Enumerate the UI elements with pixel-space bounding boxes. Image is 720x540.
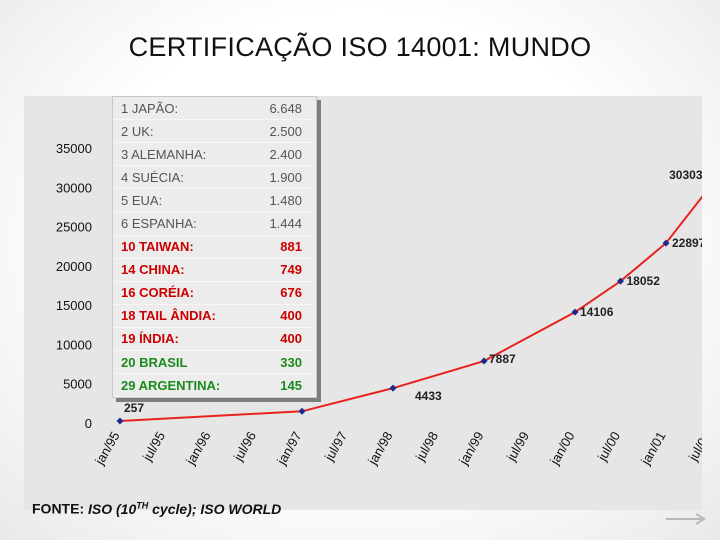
x-tick-label: jul/99 — [503, 429, 532, 464]
source-name-b: cycle); ISO WORLD — [148, 500, 282, 517]
ranking-row: 3 ALEMANHA: 2.400 — [113, 143, 316, 167]
x-tick-label: jul/96 — [230, 429, 259, 464]
data-point-label: 4433 — [415, 389, 442, 403]
source-superscript: TH — [136, 500, 149, 510]
y-tick-label: 5000 — [63, 377, 92, 392]
x-tick-label: jan/98 — [364, 429, 395, 468]
ranking-row: 16 CORÉIA: 676 — [113, 282, 316, 305]
ranking-country: 19 ÍNDIA: — [121, 331, 179, 347]
ranking-count: 400 — [280, 308, 302, 324]
ranking-count: 1.480 — [269, 192, 302, 208]
slide-title: CERTIFICAÇÃO ISO 14001: MUNDO — [128, 32, 592, 62]
data-point-marker — [662, 239, 670, 247]
ranking-row: 20 BRASIL 330 — [113, 351, 316, 375]
x-tick-label: jul/01 — [685, 429, 702, 464]
x-tick-label: jul/00 — [594, 429, 623, 464]
x-tick-label: jul/98 — [412, 429, 441, 464]
ranking-count: 881 — [280, 239, 302, 255]
data-point-marker — [116, 417, 124, 425]
ranking-row: 10 TAIWAN: 881 — [113, 236, 316, 259]
ranking-country: 4 SUÉCIA: — [121, 169, 184, 185]
ranking-country: 6 ESPANHA: — [121, 216, 197, 232]
y-tick-label: 35000 — [56, 141, 92, 156]
ranking-count: 676 — [280, 285, 302, 301]
y-tick-label: 10000 — [56, 337, 92, 352]
data-point-marker — [480, 357, 488, 365]
ranking-country: 20 BRASIL — [121, 354, 188, 370]
arrow-icon — [666, 513, 706, 525]
series-line — [119, 195, 702, 422]
country-ranking-table: 1 JAPÃO: 6.648 2 UK: 2.500 3 ALEMANHA: 2.400 4… — [112, 96, 317, 399]
ranking-country: 10 TAIWAN: — [121, 239, 194, 255]
data-point-label: 257 — [124, 401, 144, 415]
ranking-row: 1 JAPÃO: 6.648 — [113, 97, 316, 121]
ranking-country: 5 EUA: — [121, 192, 163, 208]
line-chart: 0 5000 10000 15000 20000 25000 30000 35000 jan/… — [56, 141, 702, 468]
ranking-count: 6.648 — [269, 100, 302, 116]
ranking-row: 5 EUA: 1.480 — [113, 189, 316, 213]
ranking-row: 18 TAIL ÂNDIA: 400 — [113, 305, 316, 328]
data-point-label: 7887 — [489, 352, 516, 366]
ranking-country: 16 CORÉIA: — [121, 285, 194, 301]
series-markers — [116, 239, 670, 425]
y-axis-ticks: 0 5000 10000 15000 20000 25000 30000 35000 — [56, 141, 92, 431]
data-point-label: 22897 — [672, 236, 702, 250]
ranking-count: 2.500 — [269, 123, 302, 139]
x-tick-label: jan/97 — [273, 429, 304, 468]
x-tick-label: jan/99 — [455, 429, 486, 468]
data-point-marker — [617, 277, 624, 285]
y-tick-label: 0 — [85, 416, 92, 431]
x-tick-label: jul/95 — [139, 429, 168, 464]
x-tick-label: jul/97 — [321, 429, 350, 464]
ranking-row: 29 ARGENTINA: 145 — [113, 374, 316, 398]
ranking-country: 1 JAPÃO: — [121, 100, 179, 116]
source-name-a: ISO (10 — [88, 500, 137, 517]
y-tick-label: 15000 — [56, 298, 92, 313]
source-prefix: FONTE: — [32, 500, 88, 517]
ranking-row: 19 ÍNDIA: 400 — [113, 328, 316, 352]
x-tick-label: jan/01 — [637, 429, 668, 468]
data-point-label: 14106 — [580, 305, 614, 319]
x-tick-label: jan/00 — [546, 429, 577, 468]
data-point-marker — [389, 384, 397, 392]
series-polyline — [119, 195, 702, 422]
data-point-marker — [298, 407, 306, 415]
x-axis-ticks: jan/95 jul/95 jan/96 jul/96 jan/97 jul/97 jan/… — [91, 429, 702, 468]
ranking-count: 2.400 — [269, 146, 302, 162]
y-tick-label: 30000 — [56, 180, 92, 195]
ranking-row: 14 CHINA: 749 — [113, 259, 316, 282]
ranking-count: 1.444 — [269, 216, 302, 232]
ranking-country: 29 ARGENTINA: — [121, 377, 221, 393]
x-tick-label: jan/96 — [182, 429, 213, 468]
data-point-label: 30303 — [669, 168, 702, 182]
ranking-country: 14 CHINA: — [121, 262, 185, 278]
data-point-label: 18052 — [627, 274, 661, 288]
ranking-row: 4 SUÉCIA: 1.900 — [113, 166, 316, 190]
y-tick-label: 25000 — [56, 220, 92, 235]
data-point-marker — [571, 308, 579, 316]
ranking-count: 1.900 — [269, 169, 302, 185]
ranking-count: 400 — [280, 331, 302, 347]
ranking-row: 2 UK: 2.500 — [113, 120, 316, 144]
ranking-country: 3 ALEMANHA: — [121, 146, 207, 162]
y-tick-label: 20000 — [56, 259, 92, 274]
x-tick-label: jan/95 — [91, 429, 122, 468]
source-footnote: FONTE: ISO (10TH cycle); ISO WORLD — [32, 500, 281, 517]
ranking-country: 18 TAIL ÂNDIA: — [121, 308, 216, 324]
ranking-row: 6 ESPANHA: 1.444 — [113, 212, 316, 236]
ranking-count: 749 — [280, 262, 302, 278]
ranking-country: 2 UK: — [121, 123, 154, 139]
ranking-count: 145 — [280, 377, 302, 393]
ranking-count: 330 — [280, 354, 302, 370]
